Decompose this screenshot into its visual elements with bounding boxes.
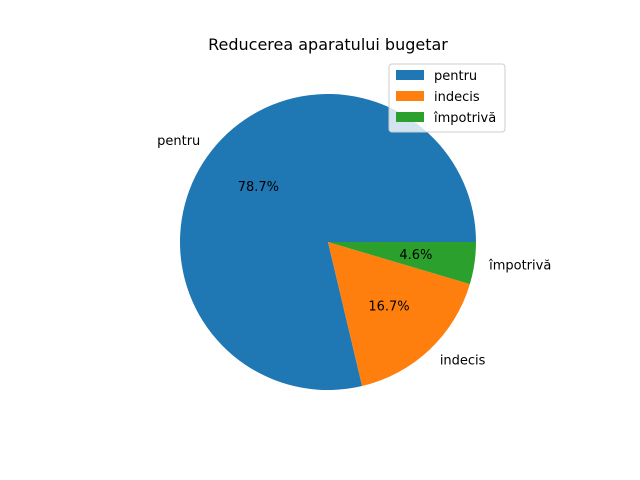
legend-swatch-pentru — [396, 70, 424, 80]
pie-label-impotriva: împotrivă — [488, 258, 551, 273]
legend: pentru indecis împotrivă — [388, 63, 506, 133]
pie-label-pentru: pentru — [157, 134, 200, 149]
chart-title: Reducerea aparatului bugetar — [208, 35, 448, 54]
pie-slice-indecis — [328, 242, 470, 387]
pie-pct-impotriva: 4.6% — [399, 248, 432, 263]
pie-slice-impotriva — [328, 242, 476, 285]
legend-label-indecis: indecis — [434, 90, 480, 105]
legend-label-pentru: pentru — [434, 69, 477, 84]
pie-slice-pentru — [179, 94, 476, 391]
legend-label-impotriva: împotrivă — [433, 111, 496, 126]
pie-label-indecis: indecis — [440, 353, 486, 368]
legend-swatch-impotriva — [396, 112, 424, 122]
legend-swatch-indecis — [396, 91, 424, 101]
pie-pct-indecis: 16.7% — [368, 300, 409, 315]
pie-labels: pentru 78.7% indecis 16.7% împotrivă 4.6% — [157, 134, 551, 368]
pie-pct-pentru: 78.7% — [238, 180, 279, 195]
pie-slices — [179, 94, 476, 391]
